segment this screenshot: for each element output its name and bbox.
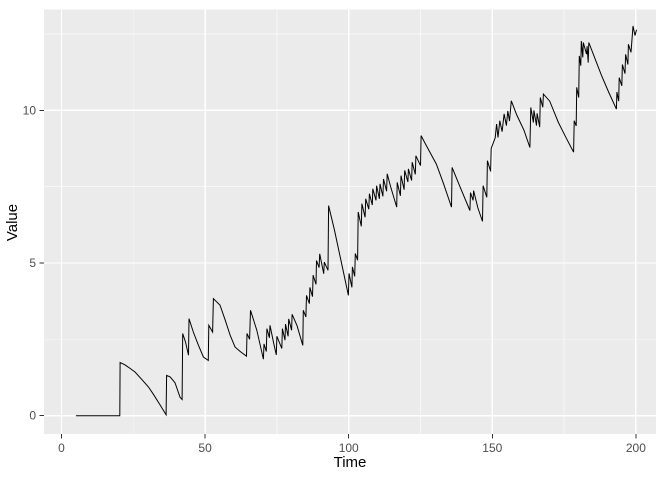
x-tick-label: 150 bbox=[482, 441, 502, 455]
x-tick-label: 200 bbox=[626, 441, 646, 455]
data-line bbox=[75, 25, 637, 417]
y-tick-label: 0 bbox=[29, 409, 36, 423]
y-axis-title-box: Value bbox=[0, 10, 26, 434]
y-tick-label: 10 bbox=[23, 103, 37, 117]
x-tick-label: 50 bbox=[198, 441, 212, 455]
plot-panel bbox=[44, 9, 656, 434]
y-axis-title: Value bbox=[4, 203, 22, 241]
x-axis-title: Time bbox=[333, 454, 367, 471]
x-tick-label: 100 bbox=[339, 441, 359, 455]
y-tick-label: 5 bbox=[29, 256, 36, 270]
x-tick-label: 0 bbox=[58, 441, 65, 455]
